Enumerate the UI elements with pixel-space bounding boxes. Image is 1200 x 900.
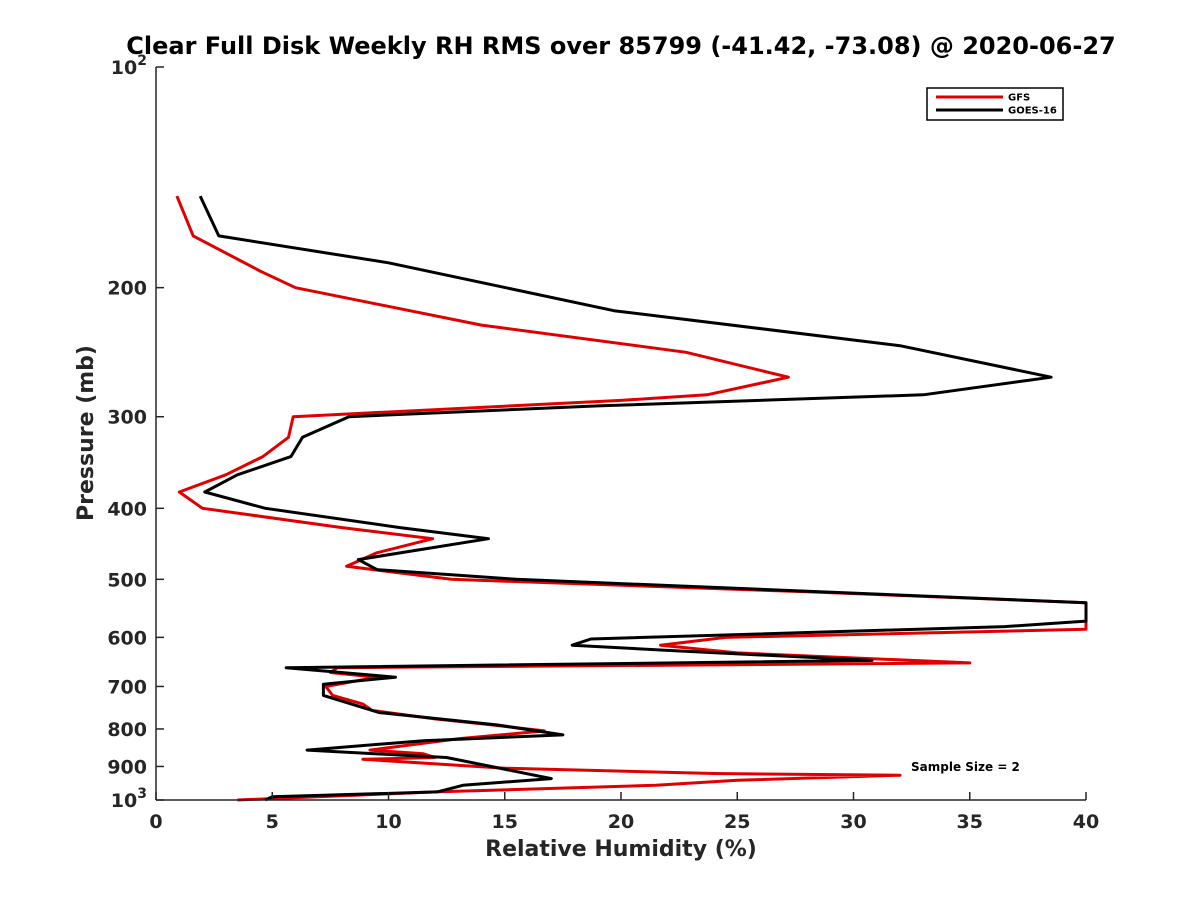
y-tick-label: 500 [107, 569, 147, 591]
series-layer [175, 195, 1088, 802]
y-ticks: 102 200 300 400 500 600 700 800 900 103 [107, 53, 164, 812]
y-tick-label: 700 [107, 676, 147, 698]
x-tick-label: 5 [266, 811, 279, 833]
chart-title: Clear Full Disk Weekly RH RMS over 85799… [126, 32, 1115, 60]
x-tick-label: 30 [840, 811, 866, 833]
legend-label: GOES-16 [1008, 106, 1057, 117]
x-tick-label: 0 [149, 811, 162, 833]
sample-size-annotation: Sample Size = 2 [911, 760, 1020, 774]
y-tick-label: 800 [107, 719, 147, 741]
x-tick-label: 15 [492, 811, 518, 833]
legend-label: GFS [1008, 93, 1030, 104]
legend-box [926, 87, 1064, 121]
y-tick-label: 400 [107, 498, 147, 520]
x-tick-label: 20 [608, 811, 634, 833]
x-tick-label: 35 [957, 811, 983, 833]
y-tick-label: 900 [107, 756, 147, 778]
x-axis-label: Relative Humidity (%) [485, 837, 757, 862]
x-tick-label: 40 [1073, 811, 1099, 833]
x-tick-label: 10 [375, 811, 401, 833]
plot-area [156, 67, 1086, 800]
y-axis-label: Pressure (mb) [74, 345, 99, 521]
y-tick-label: 103 [111, 786, 147, 812]
y-tick-label: 200 [107, 278, 147, 300]
x-tick-label: 25 [724, 811, 750, 833]
y-tick-label: 102 [111, 53, 147, 79]
x-ticks: 0 5 10 15 20 25 30 35 40 [149, 792, 1099, 833]
y-tick-label: 300 [107, 407, 147, 429]
series-line-goes-16 [198, 195, 1088, 802]
legend: GFS GOES-16 [926, 87, 1064, 121]
y-tick-label: 600 [107, 627, 147, 649]
